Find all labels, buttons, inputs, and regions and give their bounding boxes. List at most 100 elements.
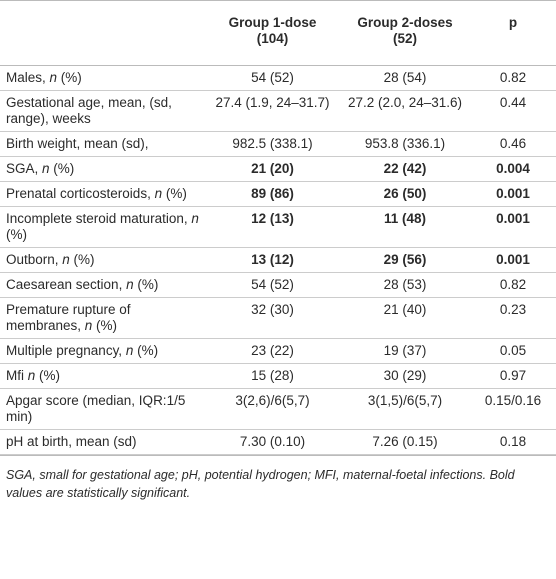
label-part: n <box>126 277 134 292</box>
label-part: pH at birth, mean (sd) <box>6 434 137 449</box>
table-cell: 0.23 <box>470 297 556 339</box>
label-part: Gestational age, mean, (sd, range), week… <box>6 95 172 126</box>
table-cell: 29 (56) <box>340 247 470 273</box>
table-row: Gestational age, mean, (sd, range), week… <box>0 90 556 132</box>
row-label: Multiple pregnancy, n (%) <box>0 338 205 364</box>
table-cell: 0.15/0.16 <box>470 388 556 430</box>
table-cell: 21 (40) <box>340 297 470 339</box>
table-cell: 54 (52) <box>205 272 340 298</box>
label-part: SGA, <box>6 161 43 176</box>
table-cell: 54 (52) <box>205 65 340 91</box>
table-cell: 0.004 <box>470 156 556 182</box>
table-cell: 19 (37) <box>340 338 470 364</box>
column-header <box>0 0 205 66</box>
label-part: Outborn, <box>6 252 63 267</box>
column-header: Group 2-doses (52) <box>340 0 470 66</box>
table-cell: 0.001 <box>470 247 556 273</box>
table-cell: 13 (12) <box>205 247 340 273</box>
table-row: Caesarean section, n (%) 54 (52) 28 (53) 0.… <box>0 272 556 298</box>
table-cell: 953.8 (336.1) <box>340 131 470 157</box>
table-cell: 0.001 <box>470 181 556 207</box>
label-part: (%) <box>57 70 82 85</box>
table-row: Outborn, n (%) 13 (12) 29 (56) 0.001 <box>0 247 556 273</box>
data-table: Group 1-dose (104) Group 2-doses (52) p Ma… <box>0 0 556 455</box>
row-label: Premature rupture of membranes, n (%) <box>0 297 205 339</box>
label-part: (%) <box>35 368 61 383</box>
label-part: (%) <box>162 186 187 201</box>
label-part: (%) <box>49 161 75 176</box>
label-part: n <box>49 70 58 85</box>
row-label: Males, n (%) <box>0 65 205 91</box>
table-cell: 982.5 (338.1) <box>205 131 340 157</box>
label-part: n <box>154 186 163 201</box>
table-row: Incomplete steroid maturation, n (%) 12 (… <box>0 206 556 248</box>
table-cell: 7.26 (0.15) <box>340 429 470 455</box>
row-label: SGA, n (%) <box>0 156 205 182</box>
table-cell: 15 (28) <box>205 363 340 389</box>
row-label: Caesarean section, n (%) <box>0 272 205 298</box>
table-cell: 22 (42) <box>340 156 470 182</box>
label-part: n <box>191 211 199 226</box>
label-part: n <box>84 318 93 333</box>
table-row: Premature rupture of membranes, n (%) 32 … <box>0 297 556 339</box>
table-cell: 0.97 <box>470 363 556 389</box>
label-part: Apgar score (median, IQR:1/5 min) <box>6 393 186 424</box>
label-part: Incomplete steroid maturation, <box>6 211 192 226</box>
row-label: Prenatal corticosteroids, n (%) <box>0 181 205 207</box>
row-label: Birth weight, mean (sd), <box>0 131 205 157</box>
footnote: SGA, small for gestational age; pH, pote… <box>0 455 556 502</box>
table-body: Males, n (%) 54 (52) 28 (54) 0.82 Gestationa… <box>0 65 556 455</box>
table-cell: 32 (30) <box>205 297 340 339</box>
table-row: Multiple pregnancy, n (%) 23 (22) 19 (37) 0… <box>0 338 556 364</box>
row-label: Apgar score (median, IQR:1/5 min) <box>0 388 205 430</box>
row-label: Mfi n (%) <box>0 363 205 389</box>
table-cell: 28 (54) <box>340 65 470 91</box>
table-cell: 27.2 (2.0, 24–31.6) <box>340 90 470 132</box>
table-cell: 3(2,6)/6(5,7) <box>205 388 340 430</box>
table-cell: 0.18 <box>470 429 556 455</box>
table-cell: 23 (22) <box>205 338 340 364</box>
table-cell: 0.05 <box>470 338 556 364</box>
table-cell: 30 (29) <box>340 363 470 389</box>
label-part: n <box>42 161 50 176</box>
table-row: pH at birth, mean (sd) 7.30 (0.10) 7.26 (0… <box>0 429 556 455</box>
label-part: Birth weight, mean (sd), <box>6 136 149 151</box>
table-cell: 11 (48) <box>340 206 470 248</box>
table-cell: 0.46 <box>470 131 556 157</box>
table-cell: 21 (20) <box>205 156 340 182</box>
table-cell: 12 (13) <box>205 206 340 248</box>
table-cell: 7.30 (0.10) <box>205 429 340 455</box>
row-label: Outborn, n (%) <box>0 247 205 273</box>
table-row: SGA, n (%) 21 (20) 22 (42) 0.004 <box>0 156 556 182</box>
table-row: Birth weight, mean (sd), 982.5 (338.1) 953… <box>0 131 556 157</box>
table-cell: 3(1,5)/6(5,7) <box>340 388 470 430</box>
label-part: Mfi <box>6 368 28 383</box>
table-cell: 0.001 <box>470 206 556 248</box>
label-part: Caesarean section, <box>6 277 127 292</box>
label-part: Multiple pregnancy, <box>6 343 126 358</box>
column-header: p <box>470 0 556 66</box>
label-part: n <box>62 252 70 267</box>
label-part: Premature rupture of membranes, <box>6 302 131 333</box>
table-row: Prenatal corticosteroids, n (%) 89 (86) 26… <box>0 181 556 207</box>
label-part: n <box>125 343 134 358</box>
table-cell: 89 (86) <box>205 181 340 207</box>
table-cell: 0.44 <box>470 90 556 132</box>
label-part: (%) <box>133 277 159 292</box>
label-part: n <box>27 368 36 383</box>
column-header: Group 1-dose (104) <box>205 0 340 66</box>
table-cell: 28 (53) <box>340 272 470 298</box>
label-part: (%) <box>69 252 95 267</box>
table-cell: 0.82 <box>470 65 556 91</box>
label-part: Prenatal corticosteroids, <box>6 186 155 201</box>
table-cell: 0.82 <box>470 272 556 298</box>
table-row: Mfi n (%) 15 (28) 30 (29) 0.97 <box>0 363 556 389</box>
table-cell: 27.4 (1.9, 24–31.7) <box>205 90 340 132</box>
table-row: Apgar score (median, IQR:1/5 min) 3(2,6)/… <box>0 388 556 430</box>
table-row: Males, n (%) 54 (52) 28 (54) 0.82 <box>0 65 556 91</box>
label-part: (%) <box>133 343 159 358</box>
label-part: (%) <box>6 227 27 242</box>
row-label: pH at birth, mean (sd) <box>0 429 205 455</box>
row-label: Incomplete steroid maturation, n (%) <box>0 206 205 248</box>
